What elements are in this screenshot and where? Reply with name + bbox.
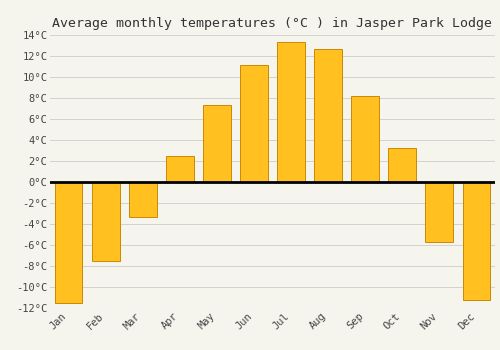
Bar — [54, 182, 82, 303]
Bar — [92, 182, 120, 261]
Bar — [277, 42, 305, 182]
Bar — [388, 148, 416, 182]
Bar — [462, 182, 490, 300]
Bar — [166, 156, 194, 182]
Bar — [314, 49, 342, 182]
Bar — [203, 105, 231, 182]
Bar — [240, 65, 268, 182]
Bar — [426, 182, 454, 242]
Title: Average monthly temperatures (°C ) in Jasper Park Lodge: Average monthly temperatures (°C ) in Ja… — [52, 17, 492, 30]
Bar — [129, 182, 156, 217]
Bar — [352, 96, 379, 182]
